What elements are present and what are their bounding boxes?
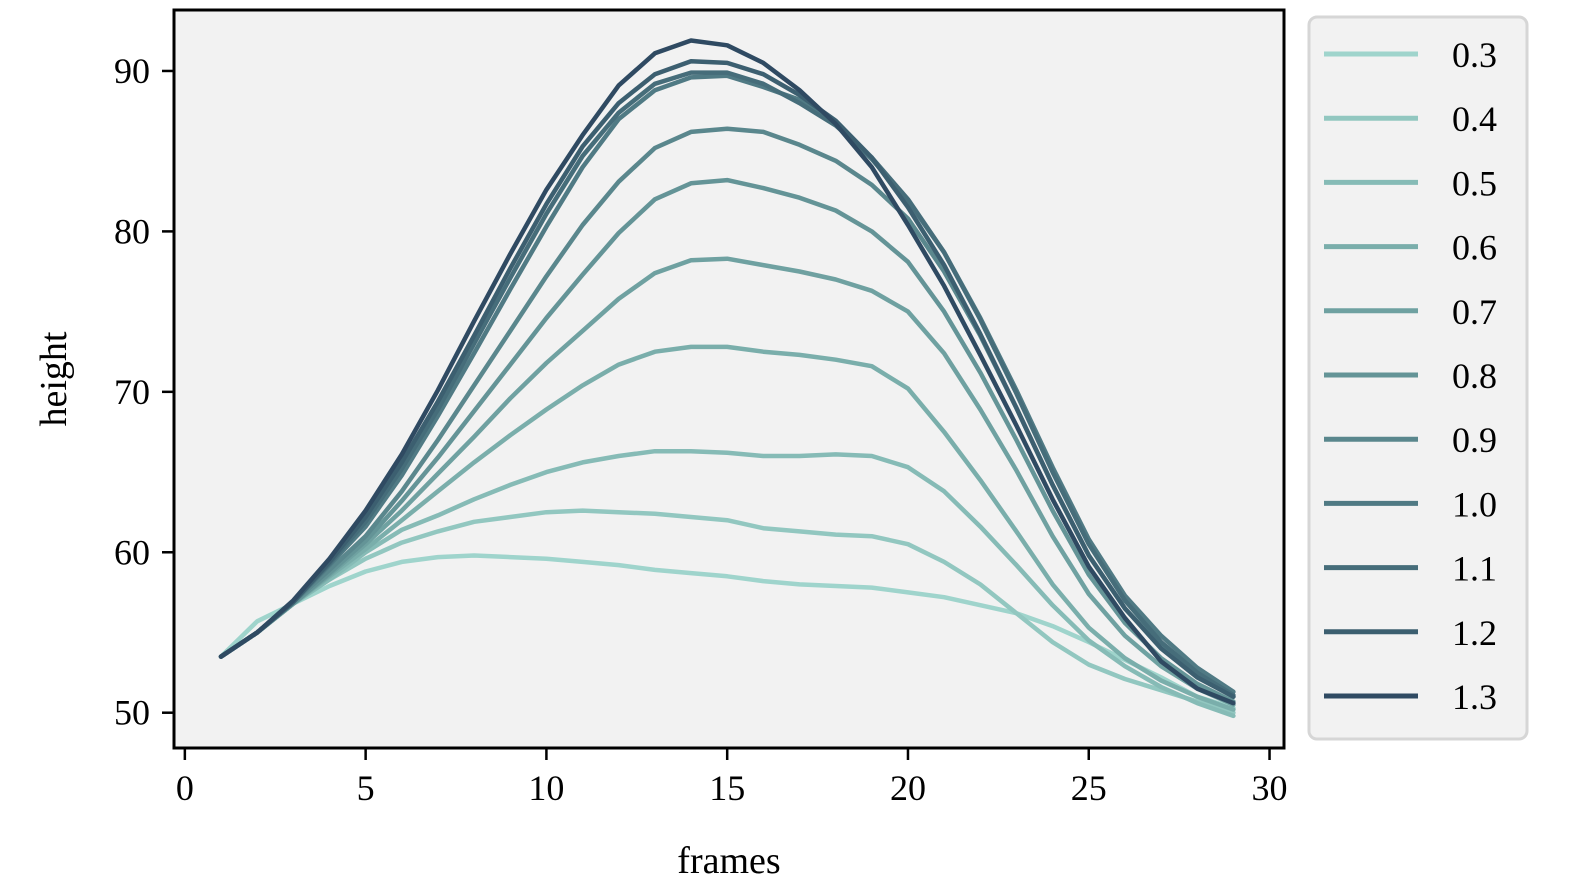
y-axis-title: height <box>33 331 75 426</box>
legend-label-0.5: 0.5 <box>1452 163 1497 203</box>
legend-label-1.1: 1.1 <box>1452 549 1497 589</box>
series-line-0.3 <box>218 553 1236 711</box>
series-line-0.8 <box>218 177 1236 704</box>
legend-label-1.2: 1.2 <box>1452 613 1497 653</box>
x-tick-label: 25 <box>1071 768 1107 808</box>
legend: 0.3 0.4 0.5 0.6 0.7 0.8 0.9 1.0 1.1 1.2 1.3 <box>1307 15 1529 741</box>
x-tick-label: 15 <box>709 768 745 808</box>
series-layer <box>218 38 1236 719</box>
x-tick-label: 30 <box>1252 768 1288 808</box>
legend-box <box>1307 15 1529 741</box>
legend-label-0.7: 0.7 <box>1452 292 1497 332</box>
series-line-1.1 <box>218 70 1236 698</box>
x-axis: 0 5 10 15 20 25 30 <box>176 748 1288 808</box>
series-line-0.4 <box>218 508 1236 715</box>
series-line-0.6 <box>218 344 1236 712</box>
x-tick-label: 20 <box>890 768 926 808</box>
legend-label-0.8: 0.8 <box>1452 356 1497 396</box>
legend-label-0.3: 0.3 <box>1452 35 1497 75</box>
x-tick-label: 0 <box>176 768 194 808</box>
x-axis-title: frames <box>677 840 780 882</box>
legend-label-0.6: 0.6 <box>1452 228 1497 268</box>
x-tick-label: 5 <box>357 768 375 808</box>
y-tick-label: 50 <box>114 693 150 733</box>
series-line-1.3 <box>218 38 1236 706</box>
y-tick-label: 60 <box>114 532 150 572</box>
y-tick-label: 90 <box>114 51 150 91</box>
legend-label-0.9: 0.9 <box>1452 420 1497 460</box>
x-tick-label: 10 <box>528 768 564 808</box>
plot-area <box>174 10 1284 748</box>
series-line-0.5 <box>218 448 1236 719</box>
y-tick-label: 70 <box>114 372 150 412</box>
y-tick-label: 80 <box>114 211 150 251</box>
series-line-0.7 <box>218 256 1236 707</box>
legend-label-1.3: 1.3 <box>1452 677 1497 717</box>
y-axis: 50 60 70 80 90 <box>114 51 174 733</box>
series-line-1.2 <box>218 59 1236 699</box>
plot-frame <box>172 8 1286 750</box>
legend-label-0.4: 0.4 <box>1452 99 1497 139</box>
legend-label-1.0: 1.0 <box>1452 484 1497 524</box>
